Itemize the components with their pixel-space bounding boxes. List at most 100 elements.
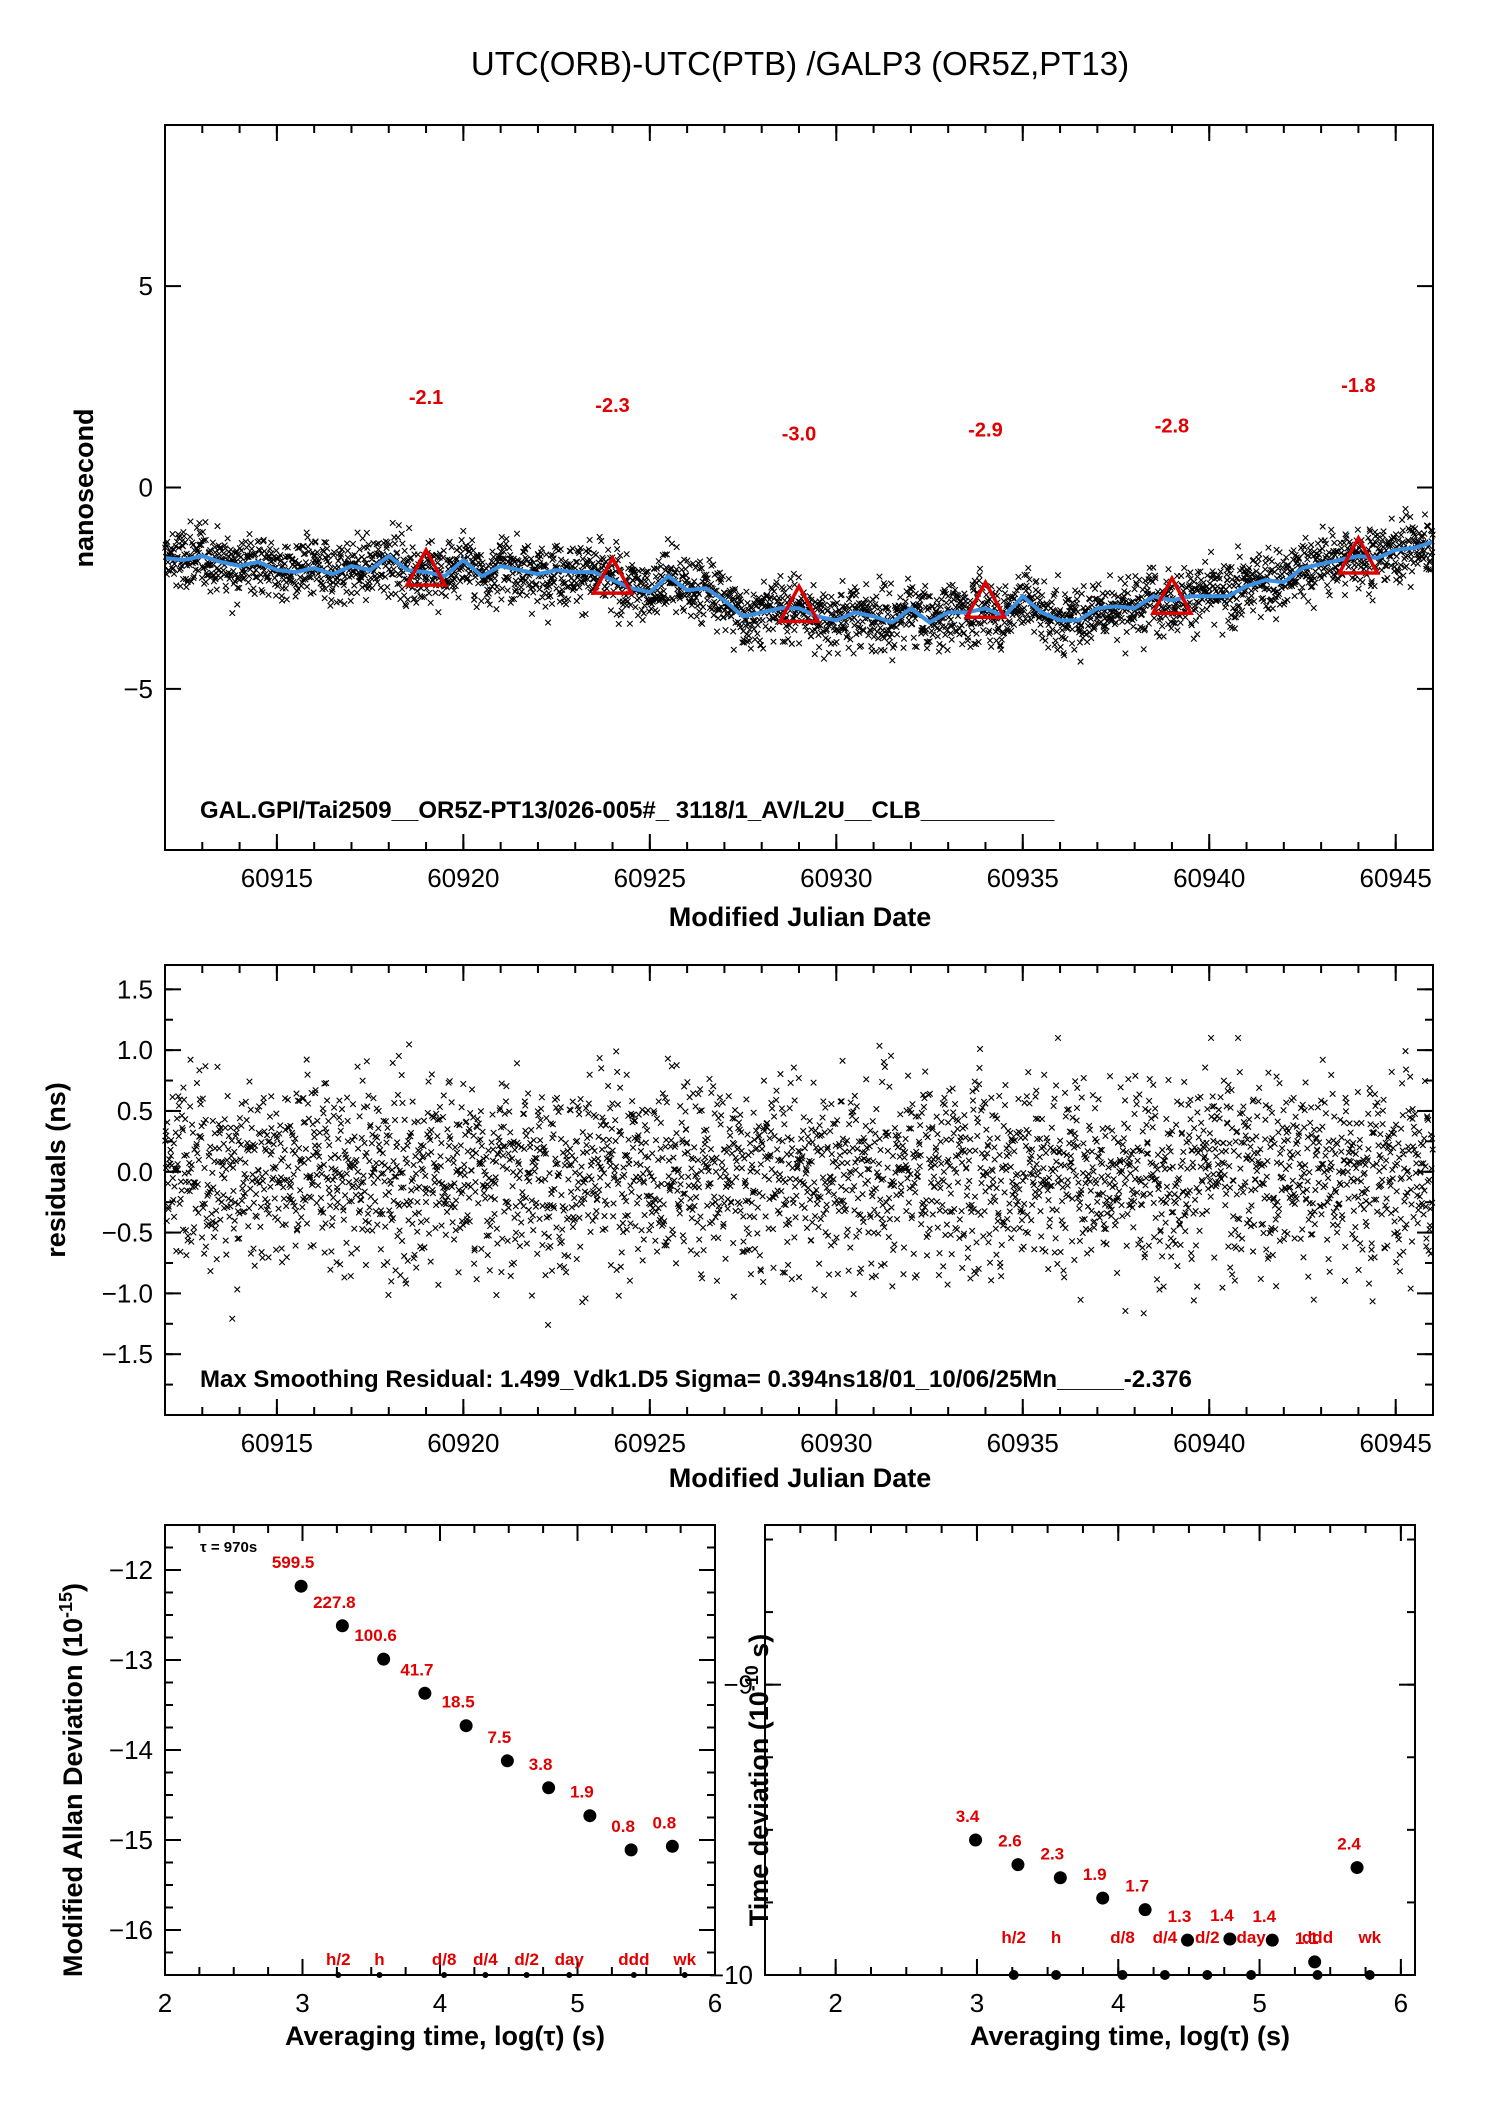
data-point — [1223, 571, 1230, 578]
data-point — [385, 1188, 393, 1196]
data-point — [340, 1216, 348, 1223]
data-point — [512, 586, 520, 593]
data-point — [1039, 635, 1046, 642]
data-point — [375, 1141, 383, 1148]
data-point — [677, 1197, 685, 1204]
data-point — [277, 551, 284, 559]
data-point — [1302, 534, 1309, 542]
data-point — [263, 1131, 271, 1139]
data-point — [525, 1206, 532, 1214]
data-point — [367, 574, 374, 582]
data-point — [207, 1143, 214, 1150]
data-point — [876, 604, 883, 611]
data-point — [550, 579, 558, 586]
data-point — [397, 1271, 404, 1279]
data-point — [478, 1245, 485, 1253]
data-point — [795, 640, 803, 647]
data-point — [245, 1223, 252, 1230]
data-point — [373, 540, 380, 548]
data-point — [1069, 626, 1076, 633]
data-point — [777, 1070, 784, 1078]
data-point — [767, 1128, 775, 1135]
data-point — [811, 1212, 819, 1220]
data-point — [652, 573, 660, 580]
data-point — [326, 581, 334, 588]
data-point — [358, 574, 365, 581]
data-point — [273, 1110, 280, 1117]
data-point — [627, 1220, 634, 1227]
data-point — [451, 576, 458, 583]
data-point — [669, 1231, 677, 1238]
data-point — [762, 1213, 769, 1220]
data-point — [696, 1086, 704, 1093]
data-point — [623, 1071, 630, 1078]
data-point — [335, 1154, 342, 1162]
data-point — [698, 1167, 705, 1175]
data-point — [379, 571, 386, 578]
data-point — [750, 1109, 757, 1116]
data-point — [1001, 590, 1009, 597]
data-point — [212, 1207, 220, 1214]
data-point — [250, 585, 257, 592]
data-point — [652, 1136, 660, 1144]
data-point — [676, 1210, 683, 1217]
data-point — [756, 1252, 764, 1259]
data-point — [455, 1269, 462, 1276]
data-point — [757, 1161, 765, 1168]
data-point — [207, 561, 215, 568]
data-point — [692, 1193, 700, 1201]
data-point — [1088, 634, 1095, 642]
data-point — [784, 1238, 791, 1246]
data-point — [320, 1110, 327, 1117]
data-point — [242, 1159, 249, 1166]
data-point — [398, 1071, 405, 1079]
data-point — [296, 544, 303, 551]
data-point — [708, 1089, 715, 1096]
data-point — [361, 572, 368, 579]
data-point — [220, 1192, 227, 1199]
data-point — [196, 1067, 203, 1074]
data-point — [598, 1146, 606, 1153]
data-point — [284, 544, 292, 551]
data-point — [512, 1229, 520, 1236]
data-point — [713, 1277, 721, 1284]
data-point — [278, 1245, 285, 1252]
data-point — [859, 1190, 866, 1198]
data-point — [215, 567, 222, 574]
data-point — [1140, 646, 1147, 653]
main-footer-note: GAL.GPI/Tai2509__OR5Z-PT13/026-005#_ 311… — [200, 797, 1055, 824]
data-point — [791, 581, 798, 588]
data-point — [871, 1206, 878, 1213]
data-point — [634, 1245, 642, 1253]
data-point — [805, 1184, 812, 1192]
data-point — [610, 1213, 617, 1220]
data-point — [405, 524, 413, 532]
data-point — [450, 587, 458, 594]
data-point — [392, 590, 399, 597]
data-point — [321, 538, 328, 546]
data-point — [1249, 607, 1257, 614]
data-point — [743, 588, 750, 595]
data-point — [1091, 585, 1099, 592]
data-point — [851, 1092, 859, 1100]
data-point — [358, 1134, 365, 1142]
data-point — [298, 582, 305, 590]
data-point — [710, 561, 717, 568]
data-point — [875, 1160, 883, 1167]
data-point — [489, 548, 496, 555]
data-point — [287, 1183, 294, 1191]
residuals-panel: 60915 60920 60925 60930 60935 60940 609451.51.… — [41, 964, 1436, 1493]
data-point — [560, 1264, 568, 1271]
x-tick-label: 60925 — [614, 863, 686, 893]
data-point — [402, 602, 410, 610]
data-point — [588, 1176, 595, 1183]
data-point — [618, 1190, 626, 1198]
data-point — [520, 560, 528, 567]
data-point — [811, 650, 818, 658]
data-point — [452, 572, 460, 580]
data-point — [737, 1111, 744, 1118]
data-point — [211, 1130, 218, 1137]
data-point — [627, 601, 634, 609]
data-point — [542, 563, 550, 570]
